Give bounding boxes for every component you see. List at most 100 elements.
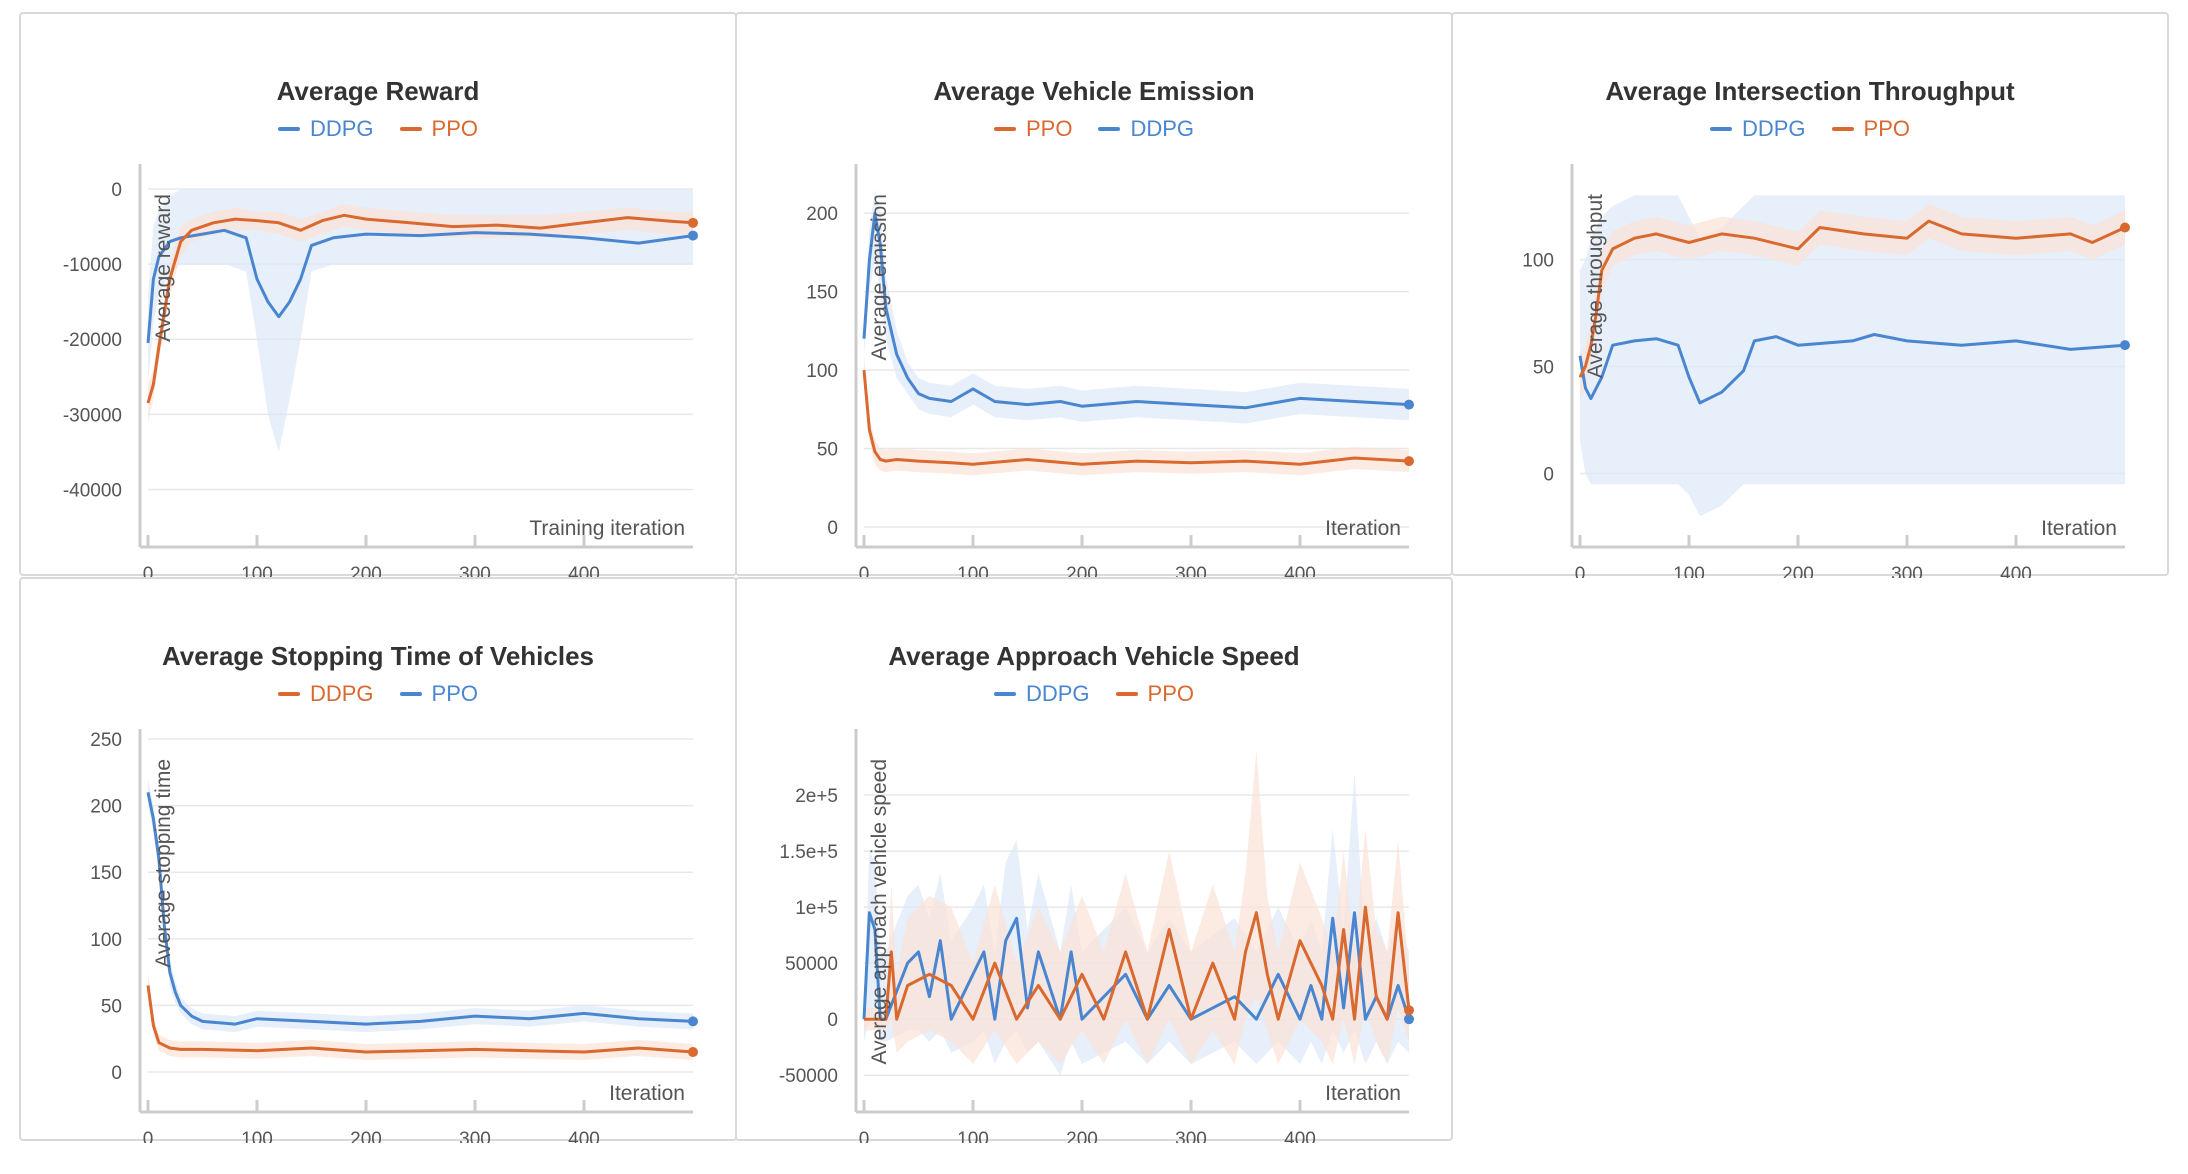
- x-axis-label: Iteration: [1325, 517, 1401, 540]
- y-tick-label: 50: [1533, 358, 1554, 379]
- chart-plot-area: 0 50 100 150 200 0 100 200 300 400 Iteration Averag…: [806, 164, 1414, 578]
- y-tick-label: 0: [1543, 465, 1554, 486]
- legend-swatch: [1831, 127, 1854, 131]
- x-tick-label: 400: [1284, 1129, 1316, 1143]
- chart-legend[interactable]: DDPG PPO: [21, 116, 735, 142]
- y-tick-label: 100: [1522, 251, 1554, 272]
- x-axis-label: Iteration: [2041, 517, 2117, 540]
- series-line[interactable]: [862, 211, 1410, 410]
- series-line[interactable]: [1578, 219, 2126, 378]
- x-tick-label: 0: [1575, 564, 1586, 578]
- y-axis-label: Average throughput: [1584, 194, 1607, 378]
- y-tick-label: 250: [90, 730, 122, 751]
- legend-item[interactable]: PPO: [1831, 116, 1911, 142]
- series-band: [1580, 204, 2125, 399]
- chart-legend[interactable]: DDPG PPO: [1453, 116, 2167, 142]
- chart-plot-area: 0 50 100 150 200 250 0 100 200 300 400 Iteration Ave…: [90, 729, 698, 1143]
- legend-swatch: [1709, 127, 1732, 131]
- series-band: [148, 779, 693, 1033]
- legend-item[interactable]: PPO: [399, 681, 478, 707]
- y-tick-label: 1.5e+5: [779, 842, 838, 863]
- x-tick-label: 200: [350, 564, 382, 578]
- chart-legend[interactable]: DDPG PPO: [737, 681, 1451, 707]
- series-line[interactable]: [146, 228, 694, 344]
- legend-item[interactable]: PPO: [399, 116, 479, 142]
- chart-plot-area: 0 -10000 -20000 -30000 -40000 0 100 200 300 400 Tr…: [63, 164, 698, 578]
- legend-item[interactable]: DDPG: [1098, 116, 1194, 142]
- legend-label: PPO: [1863, 116, 1911, 141]
- x-tick-label: 300: [1175, 564, 1207, 578]
- x-tick-label: 400: [2000, 564, 2032, 578]
- series-end-point[interactable]: [1404, 456, 1414, 467]
- legend-item[interactable]: DDPG: [277, 681, 374, 707]
- legend-item[interactable]: DDPG: [277, 116, 374, 142]
- chart-title: Average Intersection Throughput: [1605, 76, 2015, 106]
- series-line[interactable]: [146, 985, 694, 1054]
- legend-label: DDPG: [309, 681, 374, 706]
- y-axis-label: Average emission: [868, 194, 891, 361]
- series-line[interactable]: [1578, 333, 2126, 405]
- y-axis-label: Average stopping time: [152, 759, 175, 968]
- y-tick-label: 1e+5: [795, 898, 838, 919]
- legend-item[interactable]: PPO: [993, 116, 1073, 142]
- series-line[interactable]: [146, 213, 694, 404]
- series-end-point[interactable]: [1404, 1014, 1414, 1025]
- series-end-point[interactable]: [2120, 340, 2130, 351]
- y-tick-label: 2e+5: [795, 786, 838, 807]
- legend-label: DDPG: [1741, 116, 1806, 141]
- legend-label: PPO: [431, 116, 479, 141]
- x-tick-label: 200: [1066, 1129, 1098, 1143]
- series-end-point[interactable]: [688, 1016, 698, 1027]
- series-line[interactable]: [864, 905, 1411, 1021]
- legend-swatch: [1098, 127, 1121, 131]
- chart-legend[interactable]: PPO DDPG: [737, 116, 1451, 142]
- x-tick-label: 100: [241, 564, 273, 578]
- x-tick-label: 200: [350, 1129, 382, 1143]
- y-tick-label: 100: [90, 930, 122, 951]
- series-end-point[interactable]: [1404, 1005, 1414, 1016]
- y-tick-label: -30000: [63, 405, 122, 426]
- y-tick-label: -10000: [63, 255, 122, 276]
- series-end-point[interactable]: [688, 217, 698, 228]
- series-end-point[interactable]: [2120, 222, 2130, 233]
- x-tick-label: 0: [859, 564, 870, 578]
- chart-plot-area: -50000 0 50000 1e+5 1.5e+5 2e+5 0 100 200 300 400 I…: [779, 729, 1414, 1143]
- y-tick-label: 200: [90, 797, 122, 818]
- legend-item[interactable]: DDPG: [993, 681, 1090, 707]
- series-end-point[interactable]: [688, 1047, 698, 1058]
- series-band: [864, 189, 1409, 424]
- legend-swatch: [993, 127, 1016, 131]
- chart-panel: Average Approach Vehicle Speed DDPG PPO -50…: [735, 577, 1453, 1143]
- chart-panel: Average Reward DDPG PPO 0 -10000 -20000 -30000…: [19, 12, 737, 578]
- legend-label: PPO: [1025, 116, 1073, 141]
- x-axis-label: Iteration: [609, 1082, 685, 1105]
- y-tick-label: 200: [806, 204, 838, 225]
- y-tick-label: -50000: [779, 1066, 838, 1087]
- series-end-point[interactable]: [688, 230, 698, 241]
- x-tick-label: 200: [1066, 564, 1098, 578]
- legend-item[interactable]: PPO: [1115, 681, 1195, 707]
- legend-label: PPO: [1147, 681, 1195, 706]
- series-band: [148, 972, 693, 1060]
- legend-swatch: [1115, 692, 1138, 696]
- x-tick-label: 0: [859, 1129, 870, 1143]
- x-axis-label: Training iteration: [529, 517, 685, 540]
- y-tick-label: 100: [806, 361, 838, 382]
- y-tick-label: 50: [817, 440, 838, 461]
- x-tick-label: 100: [957, 1129, 989, 1143]
- x-axis-label: Iteration: [1325, 1082, 1401, 1105]
- series-end-point[interactable]: [1404, 399, 1414, 410]
- chart-panel: Average Stopping Time of Vehicles DDPG PPO…: [19, 577, 737, 1143]
- y-tick-label: -40000: [63, 480, 122, 501]
- x-tick-label: 300: [459, 1129, 491, 1143]
- legend-item[interactable]: DDPG: [1709, 116, 1806, 142]
- x-tick-label: 100: [957, 564, 989, 578]
- chart-legend[interactable]: DDPG PPO: [21, 681, 735, 707]
- y-tick-label: -20000: [63, 330, 122, 351]
- series-line[interactable]: [146, 792, 694, 1026]
- series-line[interactable]: [862, 369, 1410, 466]
- legend-label: DDPG: [1025, 681, 1090, 706]
- legend-label: DDPG: [1130, 116, 1195, 141]
- x-tick-label: 400: [568, 564, 600, 578]
- x-tick-label: 100: [241, 1129, 273, 1143]
